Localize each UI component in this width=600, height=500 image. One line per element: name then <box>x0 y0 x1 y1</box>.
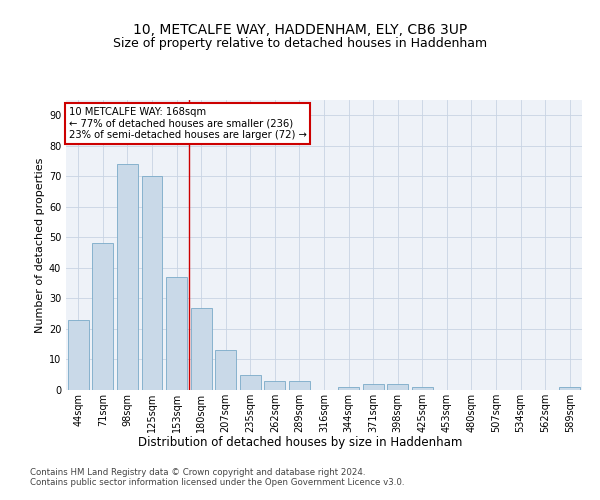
Bar <box>559 387 580 390</box>
Bar <box>289 381 310 390</box>
Text: Contains HM Land Registry data © Crown copyright and database right 2024.: Contains HM Land Registry data © Crown c… <box>30 468 365 477</box>
Text: Contains public sector information licensed under the Open Government Licence v3: Contains public sector information licen… <box>30 478 404 487</box>
Bar <box>166 277 187 390</box>
Bar <box>240 374 261 390</box>
Text: Size of property relative to detached houses in Haddenham: Size of property relative to detached ho… <box>113 38 487 51</box>
Bar <box>362 384 383 390</box>
Text: 10, METCALFE WAY, HADDENHAM, ELY, CB6 3UP: 10, METCALFE WAY, HADDENHAM, ELY, CB6 3U… <box>133 22 467 36</box>
Bar <box>92 244 113 390</box>
Bar <box>265 381 286 390</box>
Bar <box>142 176 163 390</box>
Bar <box>117 164 138 390</box>
Y-axis label: Number of detached properties: Number of detached properties <box>35 158 44 332</box>
Bar <box>387 384 408 390</box>
Bar <box>68 320 89 390</box>
Bar <box>215 350 236 390</box>
Bar <box>338 387 359 390</box>
Text: Distribution of detached houses by size in Haddenham: Distribution of detached houses by size … <box>138 436 462 449</box>
Bar <box>191 308 212 390</box>
Text: 10 METCALFE WAY: 168sqm
← 77% of detached houses are smaller (236)
23% of semi-d: 10 METCALFE WAY: 168sqm ← 77% of detache… <box>68 108 307 140</box>
Bar <box>412 387 433 390</box>
